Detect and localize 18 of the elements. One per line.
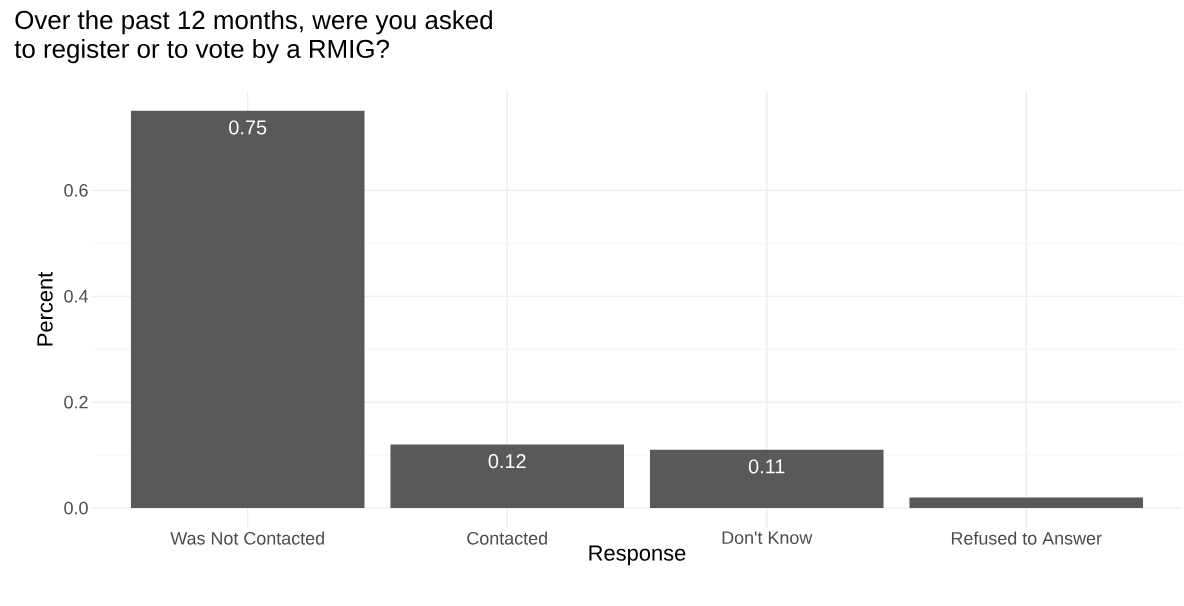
bar: [649, 449, 884, 509]
x-axis-title: Response: [589, 545, 686, 566]
bar: [909, 497, 1144, 509]
y-tick-label: 0.2: [64, 395, 88, 409]
bar: [390, 444, 625, 509]
x-tick-label: Was Not Contacted: [170, 531, 324, 545]
y-axis-title: Percent: [37, 271, 53, 346]
x-tick-label: Contacted: [467, 531, 547, 545]
x-tick-label: Don't Know: [722, 531, 813, 545]
data-label: 0.11: [748, 459, 785, 474]
chart-title: Over the past 12 months, were you asked to register or to vote by a RMIG?: [14, 10, 492, 64]
data-label: 0.75: [229, 120, 267, 135]
y-tick-label: 0.4: [64, 289, 88, 303]
y-tick-label: 0.6: [64, 183, 88, 197]
data-label: 0.12: [488, 454, 526, 469]
y-tick-label: 0.0: [64, 501, 88, 515]
x-tick-label: Refused to Answer: [951, 531, 1102, 545]
bar: [130, 110, 365, 509]
